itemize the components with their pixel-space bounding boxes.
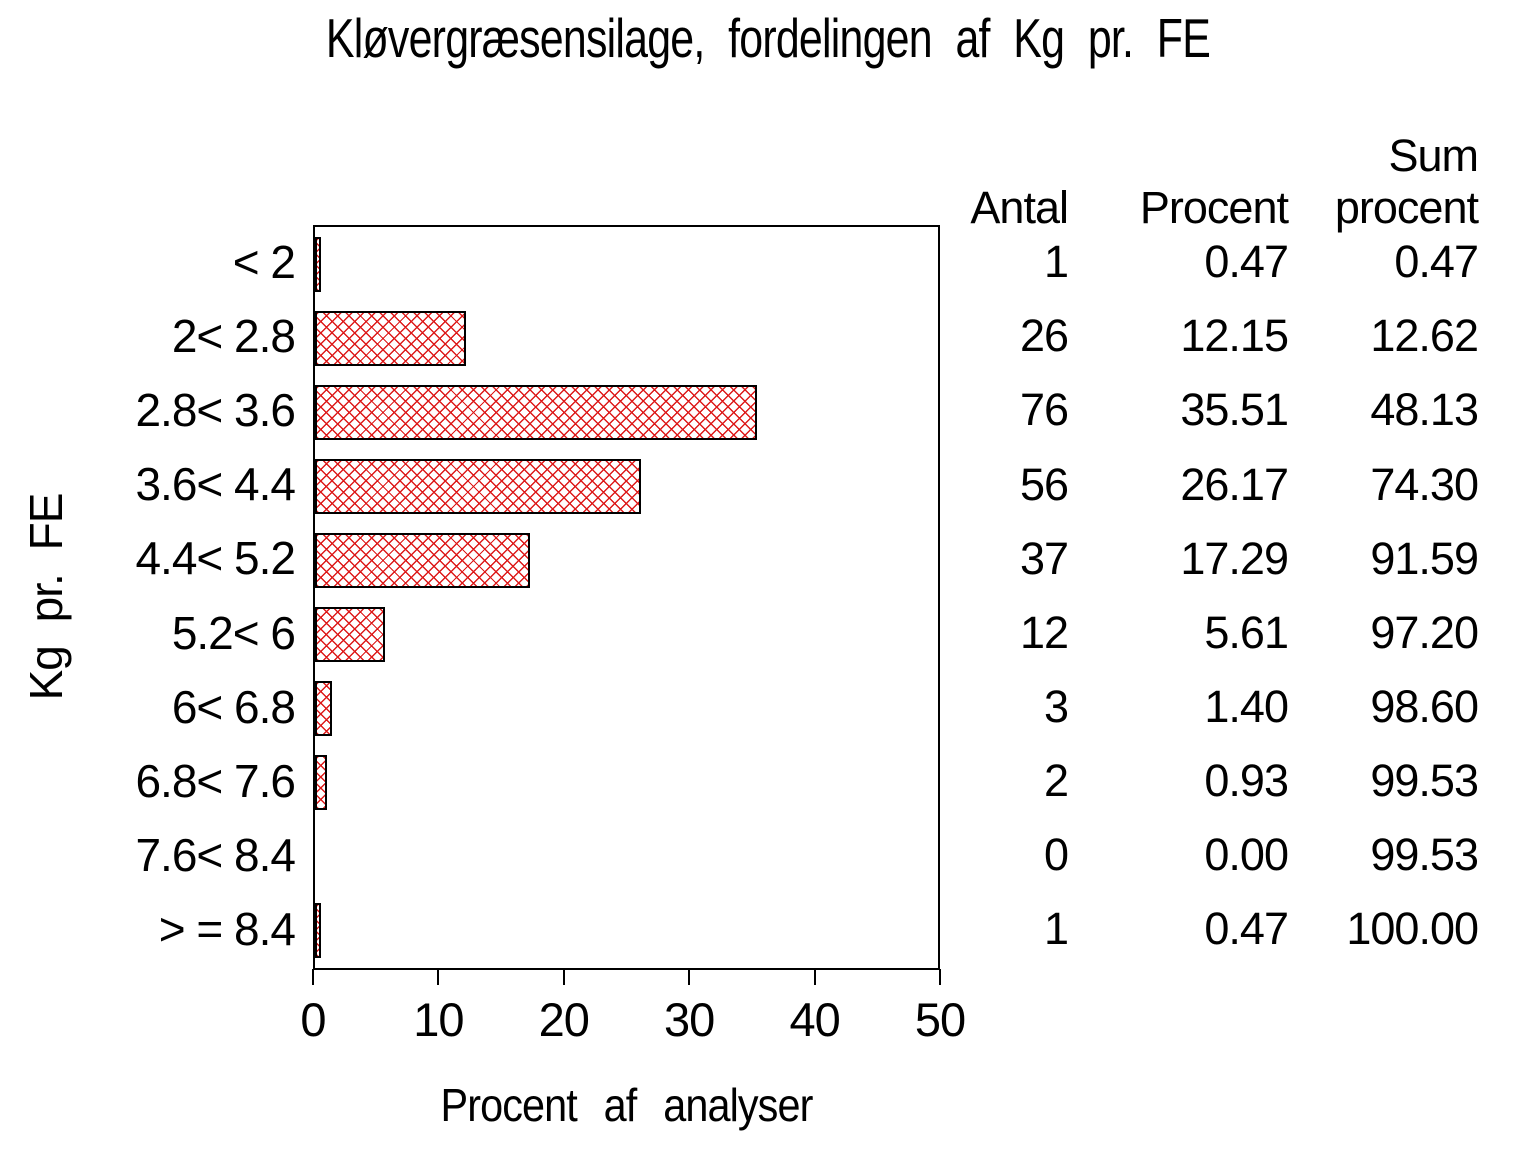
cell-antal: 37 bbox=[1019, 532, 1069, 584]
y-axis-label: 2.8< 3.6 bbox=[135, 384, 296, 437]
table-row: 2 0.93 99.53 bbox=[950, 744, 1479, 819]
x-axis-tick bbox=[939, 969, 941, 985]
y-axis-label: 6< 6.8 bbox=[171, 680, 296, 733]
table-row: 0 0.00 99.53 bbox=[950, 818, 1479, 893]
bar bbox=[315, 236, 321, 292]
x-axis-tick bbox=[813, 969, 816, 985]
cell-antal: 26 bbox=[1019, 310, 1069, 362]
y-axis-label: > = 8.4 bbox=[158, 902, 296, 955]
cell-antal: 56 bbox=[1019, 458, 1069, 510]
cell-sum-procent: 100.00 bbox=[1346, 903, 1479, 955]
bar bbox=[315, 310, 467, 366]
x-axis-title: Procent af analyser bbox=[440, 1079, 813, 1131]
y-axis-label: 5.2< 6 bbox=[171, 606, 296, 659]
cell-antal: 1 bbox=[1043, 236, 1069, 288]
cell-sum-procent: 99.53 bbox=[1370, 829, 1479, 881]
cell-procent: 0.47 bbox=[1204, 903, 1289, 955]
y-axis-label: 4.4< 5.2 bbox=[135, 532, 296, 585]
cell-sum-procent: 99.53 bbox=[1370, 754, 1479, 806]
chart-title: Kløvergræsensilage, fordelingen af Kg pr… bbox=[325, 7, 1211, 69]
bar bbox=[315, 681, 333, 737]
cell-antal: 1 bbox=[1043, 903, 1069, 955]
cell-sum-procent: 48.13 bbox=[1370, 384, 1479, 436]
cell-sum-procent: 91.59 bbox=[1370, 532, 1479, 584]
x-axis-tick-label: 20 bbox=[538, 993, 590, 1046]
table-row: 37 17.29 91.59 bbox=[950, 521, 1479, 596]
bar bbox=[315, 607, 385, 663]
bar bbox=[315, 755, 327, 811]
x-axis-tick-label: 30 bbox=[664, 993, 715, 1046]
y-axis-label: 6.8< 7.6 bbox=[135, 754, 296, 807]
table-header-top-row: Sum bbox=[950, 130, 1479, 182]
x-axis-tick-label: 0 bbox=[300, 993, 326, 1046]
table-header: Sum Antal Procent procent bbox=[950, 130, 1479, 234]
table-row: 56 26.17 74.30 bbox=[950, 447, 1479, 522]
table-row: 26 12.15 12.62 bbox=[950, 299, 1479, 374]
column-header-antal: Antal bbox=[970, 182, 1069, 233]
cell-antal: 76 bbox=[1019, 384, 1069, 436]
cell-sum-procent: 0.47 bbox=[1394, 236, 1479, 288]
table-header-main-row: Antal Procent procent bbox=[950, 182, 1479, 234]
x-axis-tick bbox=[562, 969, 565, 985]
y-axis-label: 7.6< 8.4 bbox=[135, 828, 296, 881]
table-row: 1 0.47 100.00 bbox=[950, 892, 1479, 967]
cell-procent: 12.15 bbox=[1180, 310, 1289, 362]
cell-procent: 0.47 bbox=[1204, 236, 1289, 288]
cell-antal: 2 bbox=[1043, 754, 1069, 806]
table-row: 1 0.47 0.47 bbox=[950, 225, 1479, 300]
bar bbox=[315, 458, 642, 514]
bar bbox=[315, 903, 321, 959]
cell-procent: 26.17 bbox=[1180, 458, 1289, 510]
cell-procent: 5.61 bbox=[1204, 606, 1289, 658]
cell-procent: 1.40 bbox=[1204, 680, 1289, 732]
bar bbox=[315, 532, 531, 588]
table-row: 76 35.51 48.13 bbox=[950, 373, 1479, 448]
x-axis-tick-label: 10 bbox=[413, 993, 464, 1046]
table-row: 3 1.40 98.60 bbox=[950, 670, 1479, 745]
plot-area bbox=[313, 225, 940, 970]
cell-sum-procent: 97.20 bbox=[1370, 606, 1479, 658]
cell-sum-procent: 98.60 bbox=[1370, 680, 1479, 732]
cell-sum-procent: 12.62 bbox=[1370, 310, 1479, 362]
x-axis-tick-label: 50 bbox=[914, 993, 966, 1046]
cell-procent: 0.00 bbox=[1204, 829, 1289, 881]
bar bbox=[315, 384, 758, 440]
column-header-sum-line1: Sum bbox=[1388, 130, 1479, 181]
x-axis-tick-label: 40 bbox=[789, 993, 840, 1046]
y-axis-label: 3.6< 4.4 bbox=[135, 458, 296, 511]
x-axis-tick bbox=[688, 969, 691, 985]
table-row: 12 5.61 97.20 bbox=[950, 596, 1479, 671]
cell-antal: 0 bbox=[1043, 829, 1069, 881]
column-header-sum-line2: procent bbox=[1334, 182, 1479, 233]
cell-antal: 12 bbox=[1019, 606, 1069, 658]
cell-procent: 0.93 bbox=[1204, 754, 1289, 806]
y-axis-label: 2< 2.8 bbox=[171, 310, 296, 363]
y-axis-label: < 2 bbox=[232, 236, 296, 288]
cell-procent: 17.29 bbox=[1180, 532, 1289, 584]
column-header-procent: Procent bbox=[1139, 182, 1289, 233]
cell-procent: 35.51 bbox=[1180, 384, 1289, 436]
x-axis-tick bbox=[312, 969, 314, 985]
cell-sum-procent: 74.30 bbox=[1370, 458, 1479, 510]
cell-antal: 3 bbox=[1043, 680, 1069, 732]
x-axis-tick bbox=[437, 969, 440, 985]
